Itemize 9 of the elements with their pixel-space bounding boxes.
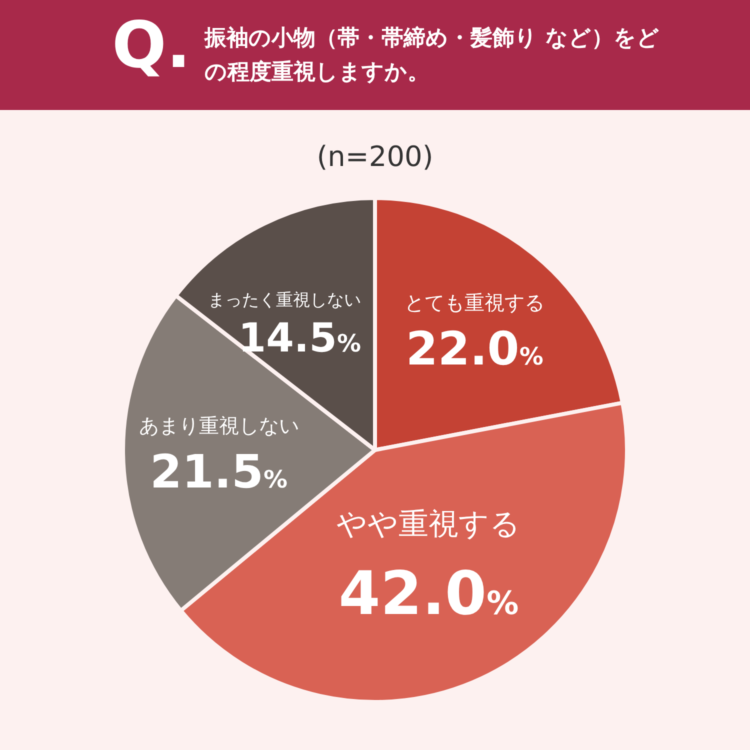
slice-label: やや重視する [336, 507, 521, 542]
slice-label: とても重視する [404, 290, 545, 315]
chart-subtitle: (n=200) [316, 140, 434, 173]
data-label: 22.0% [406, 322, 544, 376]
slice-label: まったく重視しない [208, 290, 361, 311]
slice-label: あまり重視しない [138, 413, 299, 438]
data-label: 42.0% [338, 559, 519, 630]
data-label: 14.5% [238, 316, 361, 362]
data-label: 21.5% [150, 444, 288, 498]
